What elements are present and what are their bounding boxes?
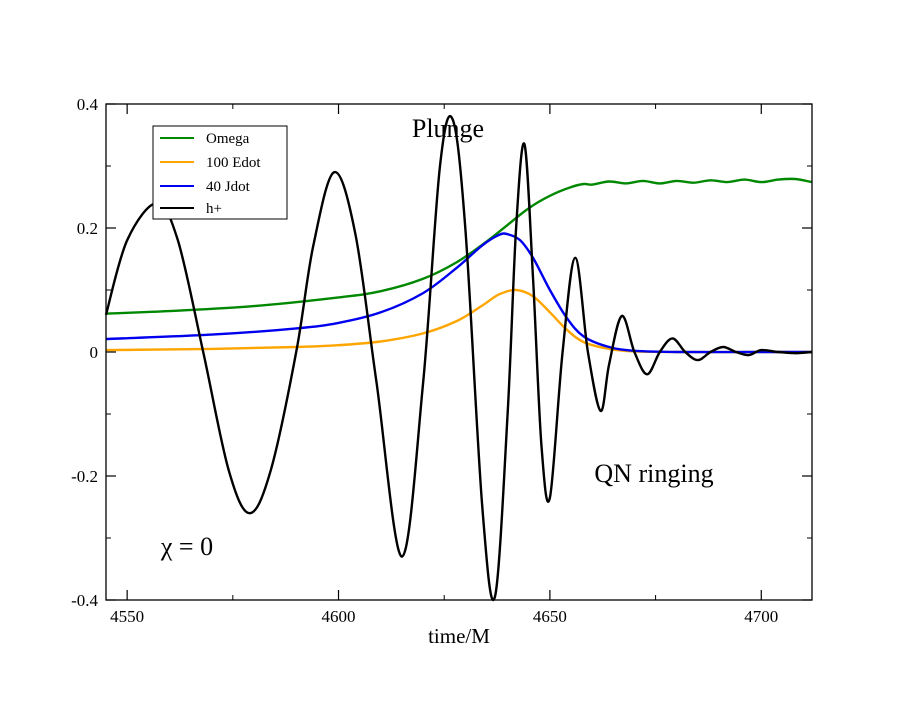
x-axis-label: time/M <box>428 624 490 648</box>
x-tick-label: 4700 <box>744 607 778 626</box>
legend-label-jdot: 40 Jdot <box>206 179 251 195</box>
y-tick-label: -0.4 <box>71 591 98 610</box>
x-tick-label: 4650 <box>533 607 567 626</box>
x-tick-label: 4600 <box>322 607 356 626</box>
series-line-omega <box>105 177 813 315</box>
legend-label-omega: Omega <box>206 131 250 147</box>
series-layer <box>104 114 813 602</box>
tick-layer: 4550 4600 4650 4700 0.4 0.2 0 -0.2 -0.4 <box>71 95 812 626</box>
series-line-h <box>104 114 813 602</box>
legend: Omega 100 Edot 40 Jdot h+ <box>152 125 288 220</box>
legend-box <box>152 125 288 220</box>
legend-label-hplus: h+ <box>206 201 222 217</box>
legend-label-edot: 100 Edot <box>206 155 261 171</box>
y-tick-label: -0.2 <box>71 467 98 486</box>
annotation-qn-ringing: QN ringing <box>594 459 713 488</box>
y-tick-label: 0 <box>90 343 99 362</box>
y-tick-label: 0.2 <box>77 219 98 238</box>
annotation-chi: χ = 0 <box>160 532 213 561</box>
annotation-plunge: Plunge <box>412 114 484 143</box>
y-tick-label: 0.4 <box>77 95 99 114</box>
x-tick-label: 4550 <box>110 607 144 626</box>
